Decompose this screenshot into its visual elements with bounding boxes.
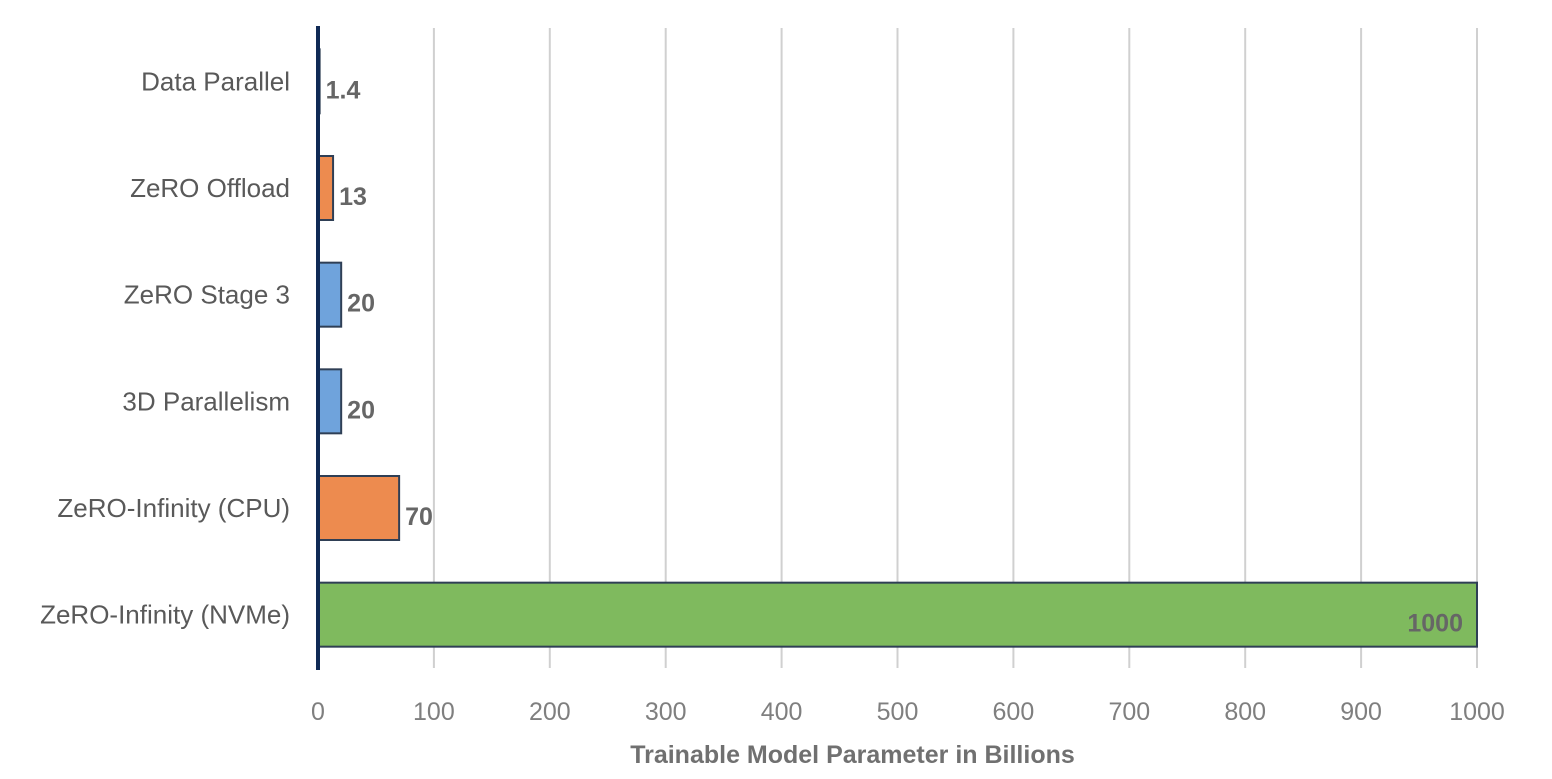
category-label: ZeRO Offload bbox=[130, 173, 290, 203]
value-labels: 1.4 13 20 20 70 1000 bbox=[326, 76, 1463, 637]
x-tick-label: 800 bbox=[1224, 698, 1266, 726]
gridlines bbox=[432, 28, 1478, 668]
bar bbox=[317, 155, 335, 221]
category-label: ZeRO-Infinity (CPU) bbox=[57, 493, 290, 523]
x-tick-label: 900 bbox=[1340, 698, 1382, 726]
category-label: ZeRO-Infinity (NVMe) bbox=[40, 600, 290, 630]
bar bbox=[317, 581, 1478, 648]
data-label: 70 bbox=[405, 503, 433, 531]
x-tick-label: 400 bbox=[761, 698, 803, 726]
bar bbox=[317, 368, 343, 435]
data-label: 1.4 bbox=[326, 76, 361, 104]
data-label: 13 bbox=[339, 183, 367, 211]
x-tick-label: 700 bbox=[1108, 698, 1150, 726]
bars bbox=[317, 48, 1478, 648]
x-tick-label: 600 bbox=[993, 698, 1035, 726]
x-tick-label: 0 bbox=[311, 698, 325, 726]
category-label: 3D Parallelism bbox=[122, 386, 290, 416]
x-tick-label: 100 bbox=[413, 698, 455, 726]
x-axis-title: Trainable Model Parameter in Billions bbox=[630, 741, 1075, 769]
x-tick-label: 500 bbox=[877, 698, 919, 726]
category-label: ZeRO Stage 3 bbox=[124, 280, 290, 310]
data-label: 20 bbox=[347, 396, 375, 424]
x-tick-label: 200 bbox=[529, 698, 571, 726]
x-tick-label: 300 bbox=[645, 698, 687, 726]
x-tick-labels: 0 100 200 300 400 500 600 700 800 900 1000 bbox=[311, 698, 1505, 726]
bar bbox=[317, 261, 343, 328]
category-label: Data Parallel bbox=[141, 66, 290, 96]
bar bbox=[317, 475, 401, 541]
data-label: 20 bbox=[347, 290, 375, 318]
x-tick-label: 1000 bbox=[1449, 698, 1505, 726]
category-labels: Data Parallel ZeRO Offload ZeRO Stage 3 3D … bbox=[40, 66, 290, 629]
data-label: 1000 bbox=[1407, 610, 1463, 638]
